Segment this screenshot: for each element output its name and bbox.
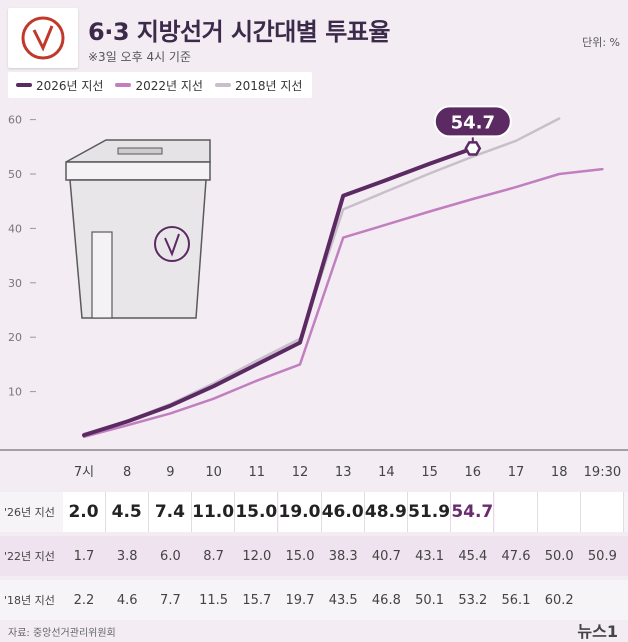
table-cell: 7.4 (148, 492, 192, 532)
table-cell: 11.0 (192, 492, 236, 532)
table-cell: 54.7 (451, 492, 495, 532)
table-row-2018: '18년 지선 2.2 4.6 7.7 11.5 15.7 19.7 43.5 46.8 50.1… (0, 580, 628, 620)
table-row-label: '26년 지선 (4, 506, 55, 519)
x-tick-label: 12 (292, 465, 309, 480)
table-cell: 19.0 (278, 492, 322, 532)
x-tick-label: 11 (249, 465, 266, 480)
page-title: 6·3 지방선거 시간대별 투표율 (88, 18, 390, 46)
y-axis: 10 20 30 40 50 60 (8, 114, 36, 399)
turnout-line-chart: 10 20 30 40 50 60 54.7 7시 8 9 10 11 12 13 14 15 16 17 18… (0, 105, 628, 480)
x-tick-label: 13 (335, 465, 352, 480)
table-cell (537, 492, 581, 532)
x-tick-label: 7시 (74, 465, 94, 480)
table-cell: 15.0 (235, 492, 279, 532)
table-cell: 15.0 (285, 548, 315, 564)
callout-bubble (433, 105, 512, 138)
table-cell: 2.2 (73, 592, 95, 608)
table-cell (581, 580, 624, 620)
x-tick-label: 18 (551, 465, 568, 480)
table-cell: 19.7 (285, 592, 315, 608)
ballot-check-icon (21, 16, 65, 60)
table-cell: 4.5 (105, 492, 149, 532)
table-cell: 50.9 (587, 548, 617, 564)
legend-swatch-2022 (115, 83, 132, 87)
logo-badge (8, 8, 78, 68)
unit-label: 단위: % (582, 36, 620, 49)
y-tick-label: 50 (8, 168, 22, 181)
table-row-2022: '22년 지선 1.7 3.8 6.0 8.7 12.0 15.0 38.3 40.7 43.1 4… (0, 536, 628, 576)
legend-item-2018: 2018년 지선 (214, 77, 303, 94)
table-cell: 56.1 (501, 592, 531, 608)
table-cell: 7.7 (160, 592, 181, 608)
table-cell (494, 492, 538, 532)
table-cell: 50.1 (415, 592, 445, 608)
x-tick-label: 8 (123, 465, 131, 480)
table-cell: 11.5 (199, 592, 229, 608)
table-cell: 1.7 (73, 548, 95, 564)
legend-label-2018: 2018년 지선 (234, 78, 303, 93)
table-cell: 48.9 (364, 492, 408, 532)
value-callout: 54.7 (433, 105, 512, 156)
table-cell (580, 492, 624, 532)
series-line-1 (82, 167, 604, 439)
table-cell: 47.6 (501, 548, 531, 564)
x-tick-label: 14 (378, 465, 395, 480)
table-cell: 6.0 (160, 548, 181, 564)
ballot-box-icon (65, 139, 211, 319)
table-cell: 46.0 (321, 492, 365, 532)
table-cell: 53.2 (458, 592, 488, 608)
y-tick-label: 20 (8, 331, 22, 344)
y-tick-label: 40 (8, 222, 22, 235)
source-note: 자료: 중앙선거관리위원회 (8, 628, 116, 639)
table-cell: 4.6 (116, 592, 138, 608)
chart-lines (82, 117, 604, 439)
legend-swatch-2018 (214, 83, 231, 87)
series-line-0 (82, 146, 475, 438)
legend-item-2026: 2026년 지선 (16, 77, 103, 94)
chart-legend: 2026년 지선 2022년 지선 2018년 지선 (8, 72, 312, 98)
table-cell: 43.5 (328, 592, 358, 608)
y-tick-label: 60 (8, 114, 22, 127)
x-tick-label: 9 (166, 465, 174, 480)
callout-marker (464, 141, 482, 156)
x-tick-label: 10 (205, 465, 222, 480)
x-tick-label: 16 (465, 465, 482, 480)
table-cell: 45.4 (458, 548, 488, 564)
table-cell: 2.0 (62, 492, 106, 532)
y-tick-label: 10 (8, 386, 22, 399)
table-row-label: '22년 지선 (4, 550, 55, 563)
table-cell: 46.8 (371, 592, 401, 608)
table-cell: 51.9 (408, 492, 452, 532)
table-row-label: '18년 지선 (4, 594, 55, 607)
table-cell: 15.7 (242, 592, 272, 608)
table-cell: 50.0 (544, 548, 574, 564)
x-tick-label: 17 (508, 465, 525, 480)
table-cell: 43.1 (415, 548, 445, 564)
legend-item-2022: 2022년 지선 (115, 77, 203, 94)
brand-logo: 뉴스1 (577, 622, 618, 641)
table-cell: 12.0 (242, 548, 272, 564)
x-tick-label: 19:30 (584, 465, 621, 480)
table-cell: 3.8 (116, 548, 138, 564)
legend-label-2022: 2022년 지선 (135, 78, 203, 93)
legend-swatch-2026 (16, 83, 32, 87)
table-cell: 40.7 (371, 548, 401, 564)
turnout-table: '26년 지선 2.0 4.5 7.4 11.0 15.0 19.0 46.0 48.9 51.9… (0, 492, 628, 622)
table-cell: 60.2 (544, 592, 574, 608)
table-cell: 38.3 (328, 548, 358, 564)
x-tick-label: 15 (421, 465, 438, 480)
legend-label-2026: 2026년 지선 (36, 78, 104, 93)
x-axis: 7시 8 9 10 11 12 13 14 15 16 17 18 19:30 (0, 449, 628, 480)
page-subtitle: ※3일 오후 4시 기준 (88, 50, 192, 64)
callout-value: 54.7 (451, 112, 495, 133)
table-cell: 8.7 (203, 548, 224, 564)
table-row-2026: '26년 지선 2.0 4.5 7.4 11.0 15.0 19.0 46.0 48.9 51.9… (0, 492, 628, 532)
y-tick-label: 30 (8, 277, 22, 290)
